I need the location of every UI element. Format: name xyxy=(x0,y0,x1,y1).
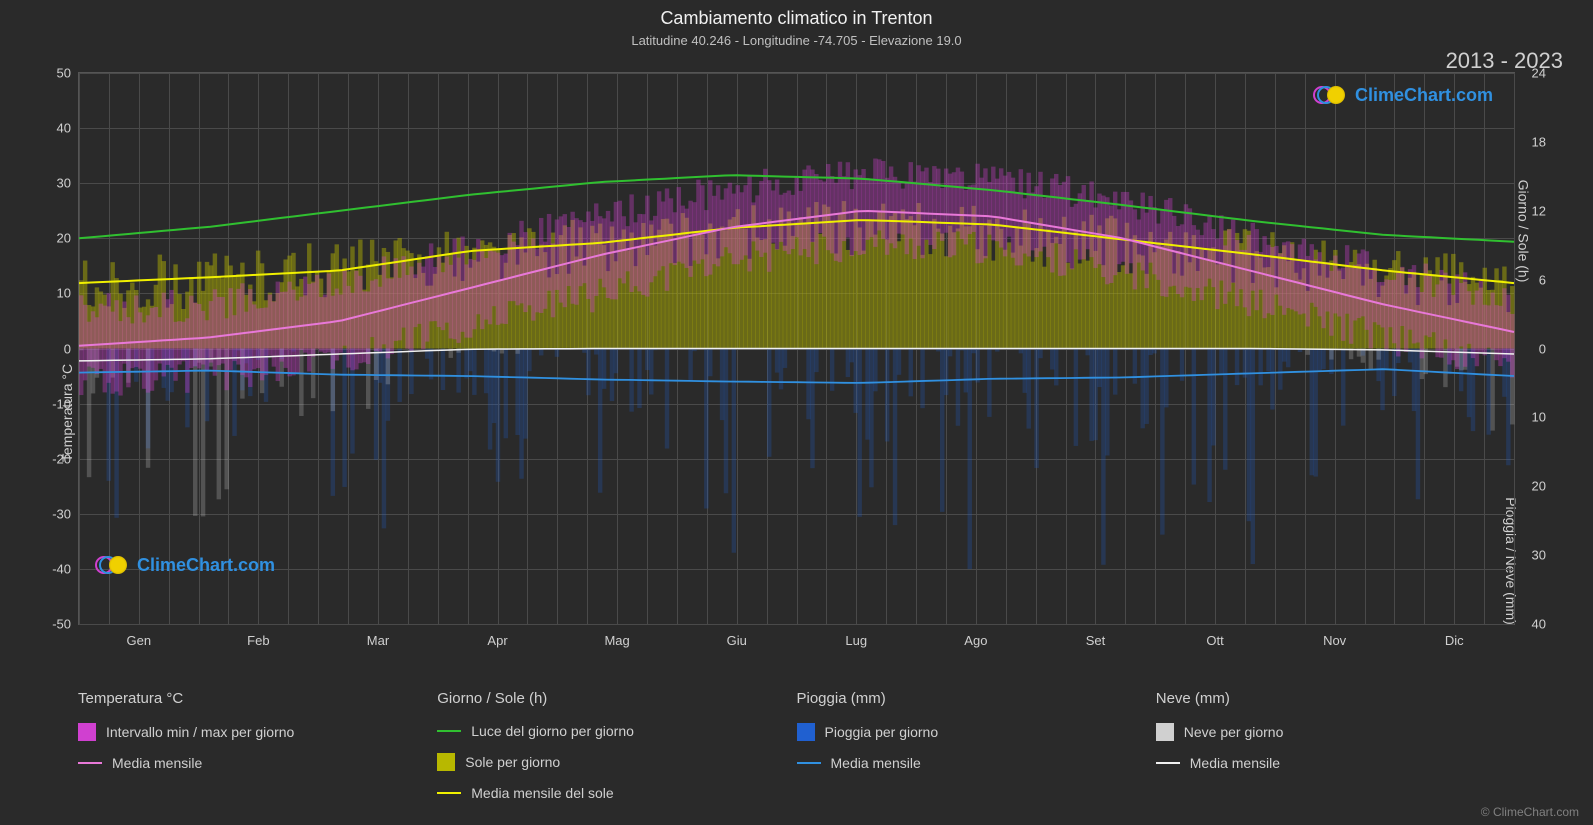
legend-label: Media mensile xyxy=(112,755,202,771)
legend: Temperatura °C Intervallo min / max per g… xyxy=(78,690,1515,815)
x-tick-month: Mag xyxy=(604,633,629,648)
y-tick-left: 30 xyxy=(39,176,71,191)
legend-label: Intervallo min / max per giorno xyxy=(106,724,294,740)
y-tick-right-bottom: 10 xyxy=(1532,410,1546,425)
watermark-icon xyxy=(1313,86,1349,106)
legend-column: Neve (mm) Neve per giorno Media mensile xyxy=(1156,690,1515,815)
y-tick-left: -50 xyxy=(39,617,71,632)
x-tick-month: Giu xyxy=(727,633,747,648)
legend-item: Pioggia per giorno xyxy=(797,723,1156,741)
legend-swatch-icon xyxy=(78,723,96,741)
axis-title-left: Temperatura °C xyxy=(59,363,75,461)
legend-line-icon xyxy=(78,762,102,764)
legend-line-icon xyxy=(437,730,461,732)
legend-label: Luce del giorno per giorno xyxy=(471,723,634,739)
y-tick-right-top: 6 xyxy=(1539,272,1546,287)
legend-swatch-icon xyxy=(437,753,455,771)
y-tick-right-bottom: 30 xyxy=(1532,548,1546,563)
y-tick-left: 0 xyxy=(39,341,71,356)
legend-line-icon xyxy=(797,762,821,764)
y-tick-left: 40 xyxy=(39,121,71,136)
x-tick-month: Dic xyxy=(1445,633,1464,648)
legend-label: Media mensile del sole xyxy=(471,785,613,801)
plot-area: -50-40-30-20-100102030405006121824102030… xyxy=(78,72,1515,625)
legend-label: Pioggia per giorno xyxy=(825,724,939,740)
copyright: © ClimeChart.com xyxy=(1481,805,1579,819)
x-tick-month: Lug xyxy=(845,633,867,648)
y-tick-left: 10 xyxy=(39,286,71,301)
legend-header: Neve (mm) xyxy=(1156,690,1515,707)
y-tick-right-top: 0 xyxy=(1539,341,1546,356)
legend-label: Media mensile xyxy=(1190,755,1280,771)
y-tick-left: 50 xyxy=(39,66,71,81)
legend-line-icon xyxy=(1156,762,1180,764)
chart-title: Cambiamento climatico in Trenton xyxy=(0,0,1593,29)
watermark-top: ClimeChart.com xyxy=(1313,85,1493,106)
axis-title-right-top: Giorno / Sole (h) xyxy=(1516,180,1532,283)
x-tick-month: Nov xyxy=(1323,633,1346,648)
legend-item: Neve per giorno xyxy=(1156,723,1515,741)
legend-line-icon xyxy=(437,792,461,794)
x-tick-month: Set xyxy=(1086,633,1106,648)
chart-container: Cambiamento climatico in Trenton Latitud… xyxy=(0,0,1593,825)
y-tick-left: -20 xyxy=(39,451,71,466)
legend-label: Media mensile xyxy=(831,755,921,771)
x-tick-month: Gen xyxy=(126,633,151,648)
x-tick-month: Mar xyxy=(367,633,389,648)
y-tick-right-top: 24 xyxy=(1532,66,1546,81)
y-tick-right-bottom: 20 xyxy=(1532,479,1546,494)
chart-subtitle: Latitudine 40.246 - Longitudine -74.705 … xyxy=(0,29,1593,48)
x-tick-month: Ott xyxy=(1206,633,1223,648)
y-tick-right-top: 12 xyxy=(1532,203,1546,218)
legend-swatch-icon xyxy=(1156,723,1174,741)
legend-header: Pioggia (mm) xyxy=(797,690,1156,707)
y-tick-left: -10 xyxy=(39,396,71,411)
x-tick-month: Apr xyxy=(487,633,507,648)
legend-item: Media mensile xyxy=(797,755,1156,771)
x-tick-month: Ago xyxy=(964,633,987,648)
watermark-icon xyxy=(95,556,131,576)
legend-column: Temperatura °C Intervallo min / max per g… xyxy=(78,690,437,815)
x-tick-month: Feb xyxy=(247,633,269,648)
legend-column: Giorno / Sole (h) Luce del giorno per gio… xyxy=(437,690,796,815)
legend-header: Giorno / Sole (h) xyxy=(437,690,796,707)
legend-column: Pioggia (mm) Pioggia per giorno Media mens… xyxy=(797,690,1156,815)
y-tick-right-bottom: 40 xyxy=(1532,617,1546,632)
watermark-bottom: ClimeChart.com xyxy=(95,555,275,576)
watermark-text: ClimeChart.com xyxy=(1355,85,1493,106)
legend-swatch-icon xyxy=(797,723,815,741)
legend-item: Luce del giorno per giorno xyxy=(437,723,796,739)
y-tick-left: -40 xyxy=(39,561,71,576)
legend-item: Sole per giorno xyxy=(437,753,796,771)
y-tick-left: -30 xyxy=(39,506,71,521)
y-tick-right-top: 18 xyxy=(1532,134,1546,149)
legend-item: Intervallo min / max per giorno xyxy=(78,723,437,741)
watermark-text: ClimeChart.com xyxy=(137,555,275,576)
legend-label: Neve per giorno xyxy=(1184,724,1284,740)
legend-item: Media mensile xyxy=(78,755,437,771)
legend-label: Sole per giorno xyxy=(465,754,560,770)
legend-item: Media mensile del sole xyxy=(437,785,796,801)
legend-item: Media mensile xyxy=(1156,755,1515,771)
y-tick-left: 20 xyxy=(39,231,71,246)
legend-header: Temperatura °C xyxy=(78,690,437,707)
